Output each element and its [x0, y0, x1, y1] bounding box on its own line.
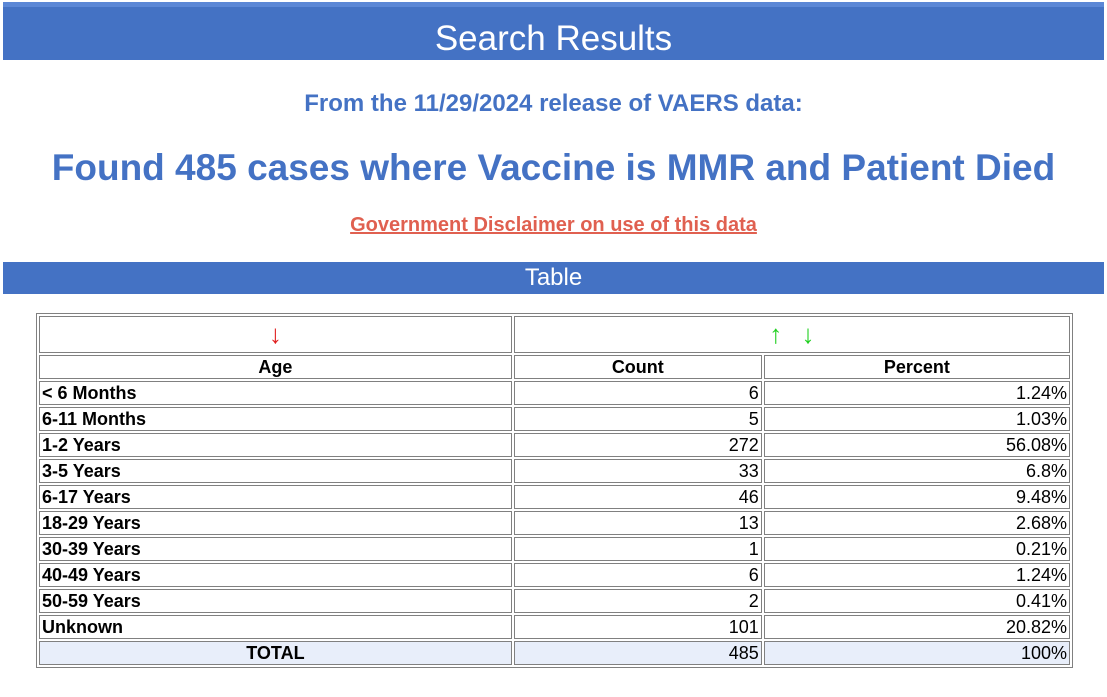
- sort-asc-arrow-icon[interactable]: ↑: [769, 319, 783, 349]
- count-cell: 46: [513, 485, 762, 509]
- results-table: ↓ ↑ ↓ Age Count Percent < 6 Months 6 1.24%…: [37, 314, 1072, 667]
- column-header-count: Count: [513, 355, 762, 379]
- age-sort-cell: ↓: [39, 316, 512, 353]
- sort-desc-arrow-icon[interactable]: ↓: [801, 319, 815, 349]
- count-cell: 13: [513, 511, 762, 535]
- percent-cell: 1.24%: [763, 563, 1070, 587]
- percent-cell: 56.08%: [763, 433, 1070, 457]
- table-row: 50-59 Years 2 0.41%: [39, 589, 1070, 613]
- age-cell: Unknown: [39, 615, 512, 639]
- count-cell: 101: [513, 615, 762, 639]
- table-row: 1-2 Years 272 56.08%: [39, 433, 1070, 457]
- age-cell: 6-17 Years: [39, 485, 512, 509]
- percent-cell: 6.8%: [763, 459, 1070, 483]
- age-cell: < 6 Months: [39, 381, 512, 405]
- percent-cell: 0.21%: [763, 537, 1070, 561]
- sort-desc-arrow-icon[interactable]: ↓: [268, 319, 282, 349]
- percent-cell: 1.03%: [763, 407, 1070, 431]
- count-cell: 6: [513, 381, 762, 405]
- table-row: 6-11 Months 5 1.03%: [39, 407, 1070, 431]
- count-cell: 272: [513, 433, 762, 457]
- table-section-banner: Table: [3, 262, 1104, 294]
- disclaimer-container: Government Disclaimer on use of this dat…: [0, 214, 1107, 237]
- table-row: 6-17 Years 46 9.48%: [39, 485, 1070, 509]
- results-summary: Found 485 cases where Vaccine is MMR and…: [51, 147, 1056, 188]
- count-cell: 2: [513, 589, 762, 613]
- disclaimer-link[interactable]: Government Disclaimer on use of this dat…: [350, 214, 757, 236]
- age-cell: 30-39 Years: [39, 537, 512, 561]
- age-cell: 50-59 Years: [39, 589, 512, 613]
- age-cell: 6-11 Months: [39, 407, 512, 431]
- table-row: 3-5 Years 33 6.8%: [39, 459, 1070, 483]
- column-header-age: Age: [39, 355, 512, 379]
- age-cell: 1-2 Years: [39, 433, 512, 457]
- total-label: TOTAL: [39, 641, 512, 665]
- results-table-wrapper: ↓ ↑ ↓ Age Count Percent < 6 Months 6 1.24%…: [36, 313, 1073, 668]
- search-results-banner: Search Results: [3, 2, 1104, 60]
- table-row: < 6 Months 6 1.24%: [39, 381, 1070, 405]
- table-row: 18-29 Years 13 2.68%: [39, 511, 1070, 535]
- column-header-percent: Percent: [763, 355, 1070, 379]
- count-cell: 1: [513, 537, 762, 561]
- percent-cell: 9.48%: [763, 485, 1070, 509]
- percent-cell: 2.68%: [763, 511, 1070, 535]
- table-row: 30-39 Years 1 0.21%: [39, 537, 1070, 561]
- percent-cell: 20.82%: [763, 615, 1070, 639]
- table-total-row: TOTAL 485 100%: [39, 641, 1070, 665]
- total-percent: 100%: [763, 641, 1070, 665]
- release-line: From the 11/29/2024 release of VAERS dat…: [304, 90, 803, 117]
- table-row: Unknown 101 20.82%: [39, 615, 1070, 639]
- table-section-title: Table: [524, 264, 583, 291]
- count-cell: 6: [513, 563, 762, 587]
- count-cell: 5: [513, 407, 762, 431]
- age-cell: 40-49 Years: [39, 563, 512, 587]
- table-header-row: Age Count Percent: [39, 355, 1070, 379]
- sort-row: ↓ ↑ ↓: [39, 316, 1070, 353]
- value-sort-cell: ↑ ↓: [513, 316, 1070, 353]
- age-cell: 3-5 Years: [39, 459, 512, 483]
- total-count: 485: [513, 641, 762, 665]
- table-row: 40-49 Years 6 1.24%: [39, 563, 1070, 587]
- page-title: Search Results: [434, 19, 673, 58]
- percent-cell: 0.41%: [763, 589, 1070, 613]
- count-cell: 33: [513, 459, 762, 483]
- percent-cell: 1.24%: [763, 381, 1070, 405]
- age-cell: 18-29 Years: [39, 511, 512, 535]
